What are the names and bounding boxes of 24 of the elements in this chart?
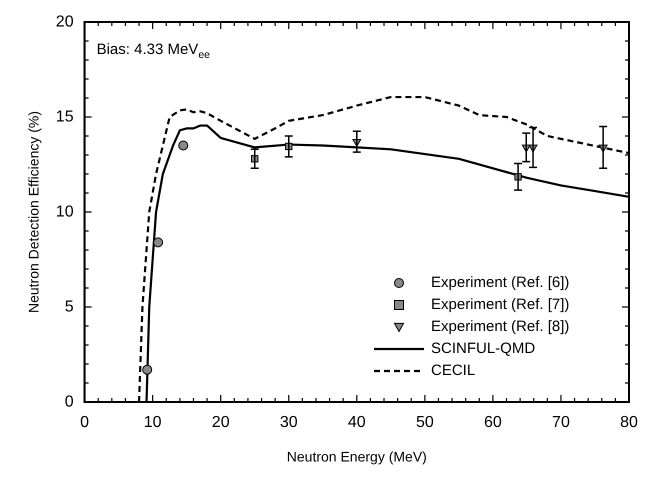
x-tick-label: 70 [552, 414, 570, 432]
legend-label: CECIL [431, 362, 476, 380]
point [142, 364, 152, 375]
y-tick-label: 20 [56, 13, 74, 30]
x-tick-label: 0 [80, 414, 90, 432]
x-tick-label: 60 [484, 414, 502, 432]
legend-label: Experiment (Ref. [6]) [431, 274, 570, 292]
legend-label: Experiment (Ref. [8]) [431, 318, 570, 336]
y-tick-label: 15 [56, 108, 74, 126]
y-tick-label: 0 [64, 393, 74, 410]
y-axis-title: Neutron Detection Efficiency (%) [25, 110, 42, 314]
legend-label: Experiment (Ref. [7]) [431, 296, 570, 314]
y-tick-label: 10 [56, 203, 74, 220]
legend-label: SCINFUL-QMD [431, 340, 536, 358]
x-tick-label: 80 [620, 414, 638, 432]
x-tick-label: 40 [348, 414, 366, 432]
x-tick-label: 20 [212, 414, 230, 432]
point [153, 237, 164, 248]
x-tick-label: 10 [144, 414, 162, 432]
point [178, 140, 188, 150]
x-tick-label: 50 [416, 414, 434, 432]
x-axis-title: Neutron Energy (MeV) [286, 448, 427, 464]
x-tick-label: 30 [280, 414, 298, 432]
y-tick-label: 5 [64, 298, 74, 316]
